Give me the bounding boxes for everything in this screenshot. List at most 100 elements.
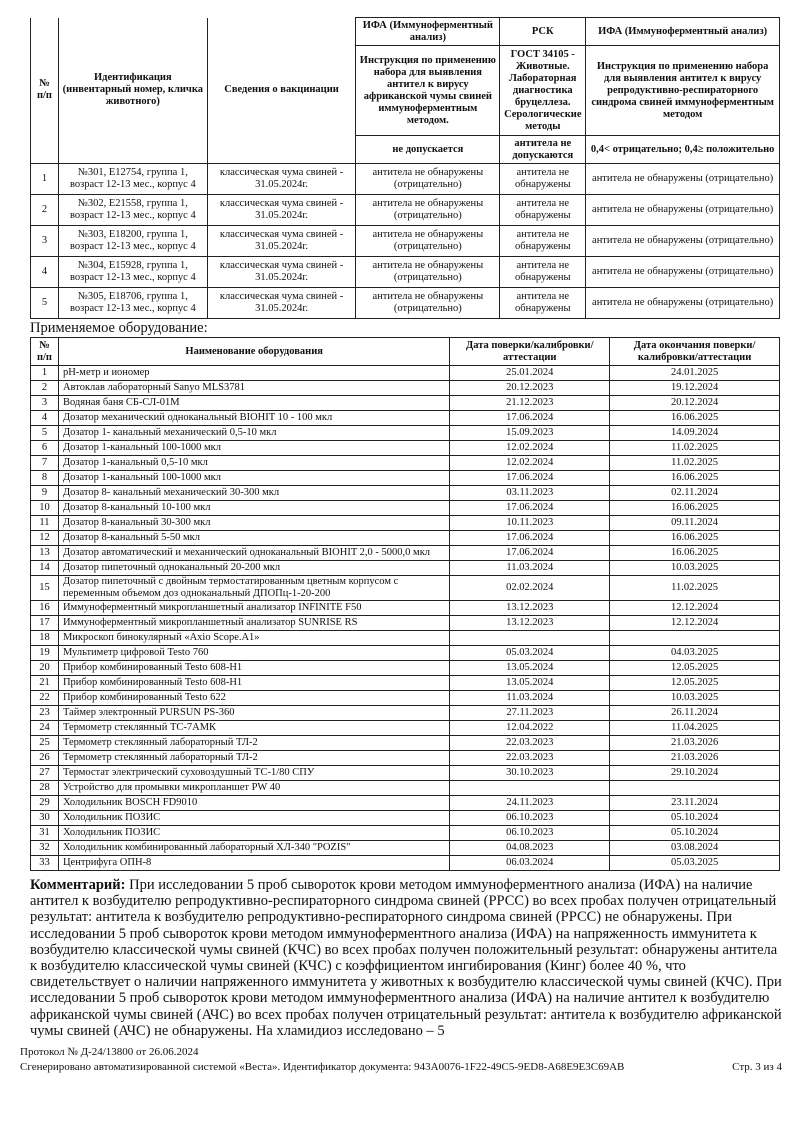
- cell-start-date: 15.09.2023: [449, 425, 611, 441]
- cell-vaccination: классическая чума свиней - 31.05.2024г.: [206, 287, 357, 319]
- cell-name: Дозатор пипеточный с двойным термостатир…: [57, 575, 451, 601]
- table-row: 5 Дозатор 1- канальный механический 0,5-1…: [30, 425, 780, 441]
- cell-num: 10: [30, 500, 59, 516]
- cell-start-date: 10.11.2023: [449, 515, 611, 531]
- cell-num: 5: [30, 425, 59, 441]
- table-row: 4 №304, E15928, группа 1, возраст 12-13 м…: [30, 256, 780, 288]
- cell-num: 20: [30, 660, 59, 676]
- table-row: 29 Холодильник BOSCH FD9010 24.11.2023 23.1…: [30, 795, 780, 811]
- cell-end-date: 10.03.2025: [609, 560, 780, 576]
- cell-num: 14: [30, 560, 59, 576]
- cell-name: Дозатор 1-канальный 100-1000 мкл: [57, 440, 451, 456]
- cell-vaccination: классическая чума свиней - 31.05.2024г.: [206, 194, 357, 226]
- cell-num: 2: [30, 380, 59, 396]
- comment-label: Комментарий:: [30, 877, 126, 893]
- cell-num: 22: [30, 690, 59, 706]
- cell-ifa-asf: антитела не обнаружены (отрицательно): [355, 225, 501, 257]
- cell-end-date: 10.03.2025: [609, 690, 780, 706]
- cell-num: 17: [30, 615, 59, 631]
- cell-num: 32: [30, 840, 59, 856]
- cell-name: Дозатор пипеточный одноканальный 20-200 …: [57, 560, 451, 576]
- cell-num: 26: [30, 750, 59, 766]
- cell-end-date: 16.06.2025: [609, 470, 780, 486]
- header-rsk-doc: ГОСТ 34105 - Животные. Лабораторная диаг…: [499, 45, 587, 136]
- cell-start-date: 25.01.2024: [449, 365, 611, 381]
- table-row: 2 Автоклав лабораторный Sanyo MLS3781 20.1…: [30, 380, 780, 396]
- cell-rsk: антитела не обнаружены: [499, 163, 587, 195]
- cell-start-date: 06.10.2023: [449, 810, 611, 826]
- cell-num: 13: [30, 545, 59, 561]
- cell-name: Автоклав лабораторный Sanyo MLS3781: [57, 380, 451, 396]
- cell-rsk: антитела не обнаружены: [499, 287, 587, 319]
- cell-start-date: 17.06.2024: [449, 470, 611, 486]
- cell-num: 3: [30, 395, 59, 411]
- table-row: 2 №302, E21558, группа 1, возраст 12-13 м…: [30, 194, 780, 226]
- cell-name: Дозатор 8-канальный 30-300 мкл: [57, 515, 451, 531]
- table-row: 24 Термометр стеклянный ТС-7АМК 12.04.2022…: [30, 720, 780, 736]
- footer-protocol: Протокол № Д-24/13800 от 26.06.2024: [20, 1046, 199, 1059]
- table-row: 19 Мультиметр цифровой Testo 760 05.03.202…: [30, 645, 780, 661]
- table-row: 16 Иммуноферментный микропланшетный анали…: [30, 600, 780, 616]
- table-row: 30 Холодильник ПОЗИС 06.10.2023 05.10.2024: [30, 810, 780, 826]
- cell-start-date: 22.03.2023: [449, 735, 611, 751]
- cell-start-date: 21.12.2023: [449, 395, 611, 411]
- cell-start-date: 13.12.2023: [449, 615, 611, 631]
- cell-num: 30: [30, 810, 59, 826]
- cell-start-date: 05.03.2024: [449, 645, 611, 661]
- cell-name: Водяная баня СБ-СЛ-01М: [57, 395, 451, 411]
- header-rsk-method: РСК: [499, 17, 587, 46]
- table-row: 3 Водяная баня СБ-СЛ-01М 21.12.2023 20.12.2…: [30, 395, 780, 411]
- cell-ident: №303, E18200, группа 1, возраст 12-13 ме…: [57, 225, 208, 257]
- table-row: 28 Устройство для промывки микропланшет P…: [30, 780, 780, 796]
- cell-name: Иммуноферментный микропланшетный анализа…: [57, 615, 451, 631]
- cell-num: 8: [30, 470, 59, 486]
- table-row: 13 Дозатор автоматический и механический …: [30, 545, 780, 561]
- cell-ident: №301, E12754, группа 1, возраст 12-13 ме…: [57, 163, 208, 195]
- table-row: 4 Дозатор механический одноканальный BIOH…: [30, 410, 780, 426]
- cell-num: 21: [30, 675, 59, 691]
- cell-ident: №302, E21558, группа 1, возраст 12-13 ме…: [57, 194, 208, 226]
- cell-end-date: 04.03.2025: [609, 645, 780, 661]
- header-num: № п/п: [30, 17, 59, 164]
- equip-header-start: Дата поверки/калибровки/аттестации: [449, 337, 611, 366]
- cell-end-date: 11.02.2025: [609, 440, 780, 456]
- cell-start-date: 20.12.2023: [449, 380, 611, 396]
- cell-start-date: 27.11.2023: [449, 705, 611, 721]
- cell-end-date: 12.12.2024: [609, 615, 780, 631]
- cell-num: 27: [30, 765, 59, 781]
- cell-start-date: 13.05.2024: [449, 675, 611, 691]
- comment: Комментарий: При исследовании 5 проб сыв…: [30, 877, 782, 1039]
- cell-name: Таймер электронный PURSUN PS-360: [57, 705, 451, 721]
- cell-end-date: 05.10.2024: [609, 825, 780, 841]
- cell-end-date: [609, 780, 780, 796]
- table-row: 1 №301, E12754, группа 1, возраст 12-13 м…: [30, 163, 780, 195]
- cell-num: 4: [30, 410, 59, 426]
- cell-end-date: 09.11.2024: [609, 515, 780, 531]
- table-row: 10 Дозатор 8-канальный 10-100 мкл 17.06.20…: [30, 500, 780, 516]
- cell-start-date: 30.10.2023: [449, 765, 611, 781]
- cell-num: 7: [30, 455, 59, 471]
- table-row: 3 №303, E18200, группа 1, возраст 12-13 м…: [30, 225, 780, 257]
- cell-end-date: 12.05.2025: [609, 660, 780, 676]
- cell-num: 1: [30, 163, 59, 195]
- cell-num: 6: [30, 440, 59, 456]
- cell-num: 11: [30, 515, 59, 531]
- table-row: 1 pH-метр и иономер 25.01.2024 24.01.2025: [30, 365, 780, 381]
- cell-start-date: 12.04.2022: [449, 720, 611, 736]
- table-row: 15 Дозатор пипеточный с двойным термостат…: [30, 575, 780, 601]
- cell-name: pH-метр и иономер: [57, 365, 451, 381]
- equip-header-name: Наименование оборудования: [57, 337, 451, 366]
- cell-num: 5: [30, 287, 59, 319]
- cell-start-date: 22.03.2023: [449, 750, 611, 766]
- cell-name: Холодильник комбинированный лабораторный…: [57, 840, 451, 856]
- cell-vaccination: классическая чума свиней - 31.05.2024г.: [206, 225, 357, 257]
- cell-start-date: 12.02.2024: [449, 455, 611, 471]
- cell-rsk: антитела не обнаружены: [499, 194, 587, 226]
- cell-start-date: 17.06.2024: [449, 530, 611, 546]
- header-ifa-asf-method: ИФА (Иммуноферментный анализ): [355, 17, 501, 46]
- cell-num: 33: [30, 855, 59, 871]
- cell-ifa-asf: антитела не обнаружены (отрицательно): [355, 163, 501, 195]
- header-ifa-asf-norm: не допускается: [355, 135, 501, 164]
- cell-end-date: 16.06.2025: [609, 545, 780, 561]
- cell-ifa-prrs: антитела не обнаружены (отрицательно): [585, 194, 780, 226]
